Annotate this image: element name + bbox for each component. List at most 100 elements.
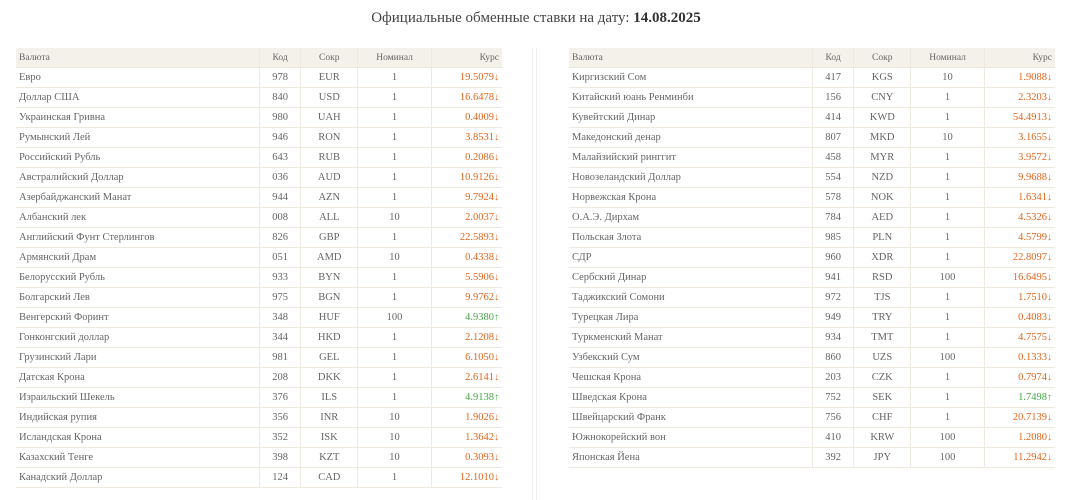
currency-name-cell: Кувейтский Динар [569, 107, 813, 128]
currency-code-cell: 934 [811, 327, 854, 348]
rate-value: 5.5906 [465, 272, 494, 283]
currency-abbr-cell: AED [853, 207, 911, 228]
arrow-down-icon: ↓ [1047, 432, 1052, 443]
currency-rate-cell: 0.2086↓ [430, 147, 502, 168]
currency-name-cell: Евро [16, 67, 260, 88]
rate-value: 1.9026 [465, 412, 494, 423]
rate-value: 10.9126 [459, 172, 494, 183]
currency-code-cell: 980 [258, 107, 301, 128]
table-row: Австралийский Доллар 036 AUD 1 10.9126↓ [16, 167, 502, 188]
rates-date: 14.08.2025 [633, 10, 701, 26]
currency-name-cell: Датская Крона [16, 367, 260, 388]
currency-nominal-cell: 1 [910, 387, 985, 408]
page-title-text: Официальные обменные ставки на дату: [371, 10, 630, 26]
arrow-down-icon: ↓ [494, 292, 499, 303]
currency-nominal-cell: 1 [910, 407, 985, 428]
rate-value: 16.6495 [1012, 272, 1047, 283]
currency-rate-cell: 2.0037↓ [430, 207, 502, 228]
currency-rate-cell: 9.9688↓ [983, 167, 1055, 188]
table-row: Индийская рупия 356 INR 10 1.9026↓ [16, 407, 502, 428]
arrow-down-icon: ↓ [494, 152, 499, 163]
currency-nominal-cell: 1 [910, 207, 985, 228]
currency-abbr-cell: AMD [300, 247, 358, 268]
currency-rate-cell: 10.9126↓ [430, 167, 502, 188]
table-row: Южнокорейский вон 410 KRW 100 1.2080↓ [569, 427, 1055, 448]
arrow-down-icon: ↓ [494, 272, 499, 283]
currency-nominal-cell: 1 [357, 147, 432, 168]
rate-value: 12.1010 [459, 472, 494, 483]
arrow-down-icon: ↓ [1047, 372, 1052, 383]
currency-abbr-cell: ILS [300, 387, 358, 408]
rates-table-left: Валюта Код Сокр Номинал Курс Евро 978 EUR 1… [16, 48, 502, 488]
table-row: Туркменский Манат 934 TMT 1 4.7575↓ [569, 327, 1055, 348]
currency-abbr-cell: UAH [300, 107, 358, 128]
currency-abbr-cell: SEK [853, 387, 911, 408]
currency-abbr-cell: RON [300, 127, 358, 148]
currency-name-cell: Японская Йена [569, 447, 813, 468]
currency-abbr-cell: GBP [300, 227, 358, 248]
currency-code-cell: 392 [811, 447, 854, 468]
currency-name-cell: Таджикский Сомони [569, 287, 813, 308]
rates-table-right-body: Киргизский Сом 417 KGS 10 1.9088↓ Китайский ю… [569, 67, 1055, 468]
currency-name-cell: Польская Злота [569, 227, 813, 248]
currency-name-cell: Новозеландский Доллар [569, 167, 813, 188]
table-row: Албанский лек 008 ALL 10 2.0037↓ [16, 207, 502, 228]
currency-nominal-cell: 1 [357, 467, 432, 488]
currency-name-cell: Киргизский Сом [569, 67, 813, 88]
currency-abbr-cell: HKD [300, 327, 358, 348]
currency-rate-cell: 2.3203↓ [983, 87, 1055, 108]
rate-value: 22.8097 [1012, 252, 1047, 263]
currency-code-cell: 643 [258, 147, 301, 168]
table-row: Кувейтский Динар 414 KWD 1 54.4913↓ [569, 107, 1055, 128]
column-header-currency: Валюта [16, 48, 260, 68]
table-row: Армянский Драм 051 AMD 10 0.4338↓ [16, 247, 502, 268]
currency-code-cell: 756 [811, 407, 854, 428]
rate-value: 4.7575 [1018, 332, 1047, 343]
currency-nominal-cell: 10 [910, 67, 985, 88]
currency-nominal-cell: 1 [357, 287, 432, 308]
currency-code-cell: 941 [811, 267, 854, 288]
table-row: СДР 960 XDR 1 22.8097↓ [569, 247, 1055, 268]
currency-abbr-cell: KWD [853, 107, 911, 128]
currency-name-cell: Румынский Лей [16, 127, 260, 148]
currency-rate-cell: 4.9138↑ [430, 387, 502, 408]
currency-nominal-cell: 100 [910, 447, 985, 468]
arrow-up-icon: ↑ [1047, 392, 1052, 403]
currency-rate-cell: 1.3642↓ [430, 427, 502, 448]
currency-abbr-cell: GEL [300, 347, 358, 368]
rate-value: 6.1050 [465, 352, 494, 363]
currency-abbr-cell: EUR [300, 67, 358, 88]
table-row: Грузинский Лари 981 GEL 1 6.1050↓ [16, 347, 502, 368]
arrow-down-icon: ↓ [1047, 292, 1052, 303]
currency-rate-cell: 12.1010↓ [430, 467, 502, 488]
table-row: Сербский Динар 941 RSD 100 16.6495↓ [569, 267, 1055, 288]
currency-nominal-cell: 1 [910, 167, 985, 188]
currency-code-cell: 578 [811, 187, 854, 208]
arrow-down-icon: ↓ [1047, 112, 1052, 123]
currency-nominal-cell: 10 [357, 427, 432, 448]
currency-rate-cell: 1.9026↓ [430, 407, 502, 428]
table-row: Малайзийский ринггит 458 MYR 1 3.9572↓ [569, 147, 1055, 168]
currency-abbr-cell: BGN [300, 287, 358, 308]
currency-nominal-cell: 1 [357, 347, 432, 368]
currency-name-cell: Российский Рубль [16, 147, 260, 168]
arrow-down-icon: ↓ [1047, 332, 1052, 343]
currency-rate-cell: 0.4009↓ [430, 107, 502, 128]
currency-abbr-cell: KGS [853, 67, 911, 88]
currency-name-cell: Армянский Драм [16, 247, 260, 268]
currency-rate-cell: 6.1050↓ [430, 347, 502, 368]
currency-abbr-cell: MKD [853, 127, 911, 148]
currency-abbr-cell: AUD [300, 167, 358, 188]
rate-value: 0.4083 [1018, 312, 1047, 323]
arrow-down-icon: ↓ [1047, 412, 1052, 423]
table-row: Новозеландский Доллар 554 NZD 1 9.9688↓ [569, 167, 1055, 188]
currency-rate-cell: 16.6495↓ [983, 267, 1055, 288]
rate-value: 3.9572 [1018, 152, 1047, 163]
currency-nominal-cell: 10 [910, 127, 985, 148]
currency-code-cell: 414 [811, 107, 854, 128]
currency-rate-cell: 1.7498↑ [983, 387, 1055, 408]
currency-name-cell: Исландская Крона [16, 427, 260, 448]
currency-code-cell: 826 [258, 227, 301, 248]
table-row: Евро 978 EUR 1 19.5079↓ [16, 67, 502, 88]
table-row: Датская Крона 208 DKK 1 2.6141↓ [16, 367, 502, 388]
